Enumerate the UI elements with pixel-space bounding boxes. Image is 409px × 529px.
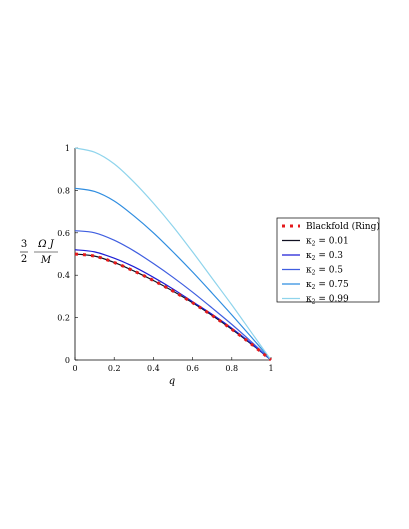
legend-label-2: κ2 = 0.3 <box>306 251 343 262</box>
y-label-prefix-num: 3 <box>21 239 27 250</box>
x-axis-label: q <box>169 376 175 387</box>
y-label-num: Ω J <box>37 239 54 250</box>
y-tick-label: 0 <box>65 356 70 365</box>
series-line-4 <box>74 187 272 361</box>
x-tick-label: 0.6 <box>186 364 199 373</box>
series-group <box>74 147 272 362</box>
tick-labels: 0 0.2 0.4 0.6 0.8 1 0 0.2 0.4 0.6 0.8 1 <box>57 144 273 373</box>
axes <box>74 147 272 361</box>
series-line-3 <box>74 230 272 361</box>
y-tick-label: 0.8 <box>57 186 70 195</box>
y-axis-label: 3 2 Ω J M <box>20 239 58 266</box>
y-label-prefix-den: 2 <box>21 254 27 265</box>
legend-label-4: κ2 = 0.75 <box>306 280 349 291</box>
x-tick-label: 0.2 <box>108 364 121 373</box>
x-tick-label: 1 <box>268 364 273 373</box>
axis-labels: q 3 2 Ω J M <box>20 239 175 387</box>
x-tick-label: 0.8 <box>225 364 238 373</box>
legend-label-3: κ2 = 0.5 <box>306 266 343 277</box>
y-tick-label: 1 <box>65 144 70 153</box>
y-label-den: M <box>40 255 52 266</box>
series-line-2 <box>74 249 272 361</box>
y-tick-label: 0.4 <box>57 271 70 280</box>
x-tick-label: 0.4 <box>147 364 160 373</box>
legend-frame <box>276 217 380 303</box>
legend-label-5: κ2 = 0.99 <box>306 295 349 306</box>
series-line-5 <box>74 147 272 361</box>
legend-label-0: Blackfold (Ring) <box>306 221 380 232</box>
series-line-1 <box>74 253 272 361</box>
y-tick-label: 0.2 <box>57 314 70 323</box>
legend: Blackfold (Ring) κ2 = 0.01 κ2 = 0.3 κ2 = 0.… <box>276 217 380 306</box>
y-tick-label: 0.6 <box>57 229 70 238</box>
series-line-0 <box>74 252 272 362</box>
legend-label-1: κ2 = 0.01 <box>306 237 349 248</box>
x-tick-label: 0 <box>72 364 77 373</box>
